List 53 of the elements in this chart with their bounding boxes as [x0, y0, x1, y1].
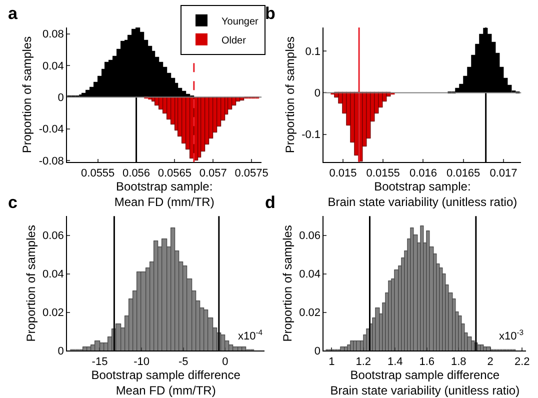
y-tick-label: 0	[58, 92, 64, 104]
x-tick-label: 1.8	[450, 356, 466, 368]
y-tick-label: -0.04	[38, 124, 64, 136]
annotation: x10$^{-4}$	[238, 328, 264, 343]
x-tick-label: 0.015	[329, 167, 357, 180]
y-axis-title: Proportion of samples	[24, 225, 38, 342]
annotation: x10$^{-3}$	[499, 328, 524, 343]
y-tick-label: -0.08	[38, 155, 64, 168]
y-tick-label: 0	[314, 346, 321, 358]
y-tick-label: 0.06	[299, 230, 321, 242]
y-tick-label: 0.06	[42, 230, 64, 242]
y-tick-label: -0.1	[302, 129, 321, 142]
x-tick-label: 1.6	[419, 356, 435, 368]
chart-title: d	[265, 193, 276, 212]
x-tick-label: 0.0575	[234, 167, 268, 180]
y-tick-label: 0.04	[299, 268, 321, 281]
x-tick-label: 0	[222, 356, 228, 368]
x-tick-label: 1.2	[356, 356, 372, 368]
chart-title: a	[8, 4, 18, 23]
y-axis-title: Proportion of samples	[20, 36, 34, 154]
x-axis-title: Bootstrap sample difference Brain state variability (unitless ratio)	[330, 368, 520, 398]
y-axis-title: Proportion of samples	[280, 225, 294, 342]
y-tick-label: 0.02	[299, 307, 321, 320]
x-tick-label: 0.0565	[158, 167, 192, 180]
x-tick-label: -10	[134, 356, 150, 368]
x-tick-label: 0.0555	[81, 167, 115, 180]
x-tick-label: 0.057	[199, 167, 227, 180]
x-tick-label: 0.0165	[446, 167, 480, 180]
x-tick-label: 2	[487, 356, 494, 368]
y-axis-title: Proportion of samples	[282, 36, 297, 154]
y-tick-label: 0.04	[42, 268, 64, 281]
y-tick-label: 0.08	[42, 28, 64, 41]
y-tick-label: 0	[58, 346, 64, 358]
x-tick-label: 0.016	[409, 167, 437, 180]
y-tick-label: 0.02	[42, 307, 64, 320]
x-tick-label: -15	[92, 356, 108, 368]
chart-title: c	[8, 193, 18, 212]
x-tick-label: 1	[328, 356, 335, 368]
x-axis-title: Bootstrap sample difference Mean FD (mm/TR)	[91, 368, 241, 398]
x-axis-title: Bootstrap sample: Brain state variability (unitless ratio)	[328, 179, 518, 209]
x-tick-label: 2.2	[514, 356, 530, 368]
legend-label: Younger	[222, 16, 260, 28]
x-tick-label: -5	[178, 356, 188, 368]
x-tick-label: 0.017	[490, 167, 518, 180]
x-axis-title: Bootstrap sample: Mean FD (mm/TR)	[114, 179, 214, 209]
y-tick-label: 0	[314, 88, 321, 100]
x-tick-label: 0.0155	[366, 167, 400, 180]
legend-label: Older	[222, 35, 247, 46]
y-tick-label: 0.04	[42, 60, 64, 72]
x-tick-label: 0.056	[122, 167, 150, 180]
y-tick-label: 0.1	[305, 46, 321, 58]
chart-title: b	[265, 4, 276, 23]
x-tick-label: 1.4	[387, 356, 403, 368]
